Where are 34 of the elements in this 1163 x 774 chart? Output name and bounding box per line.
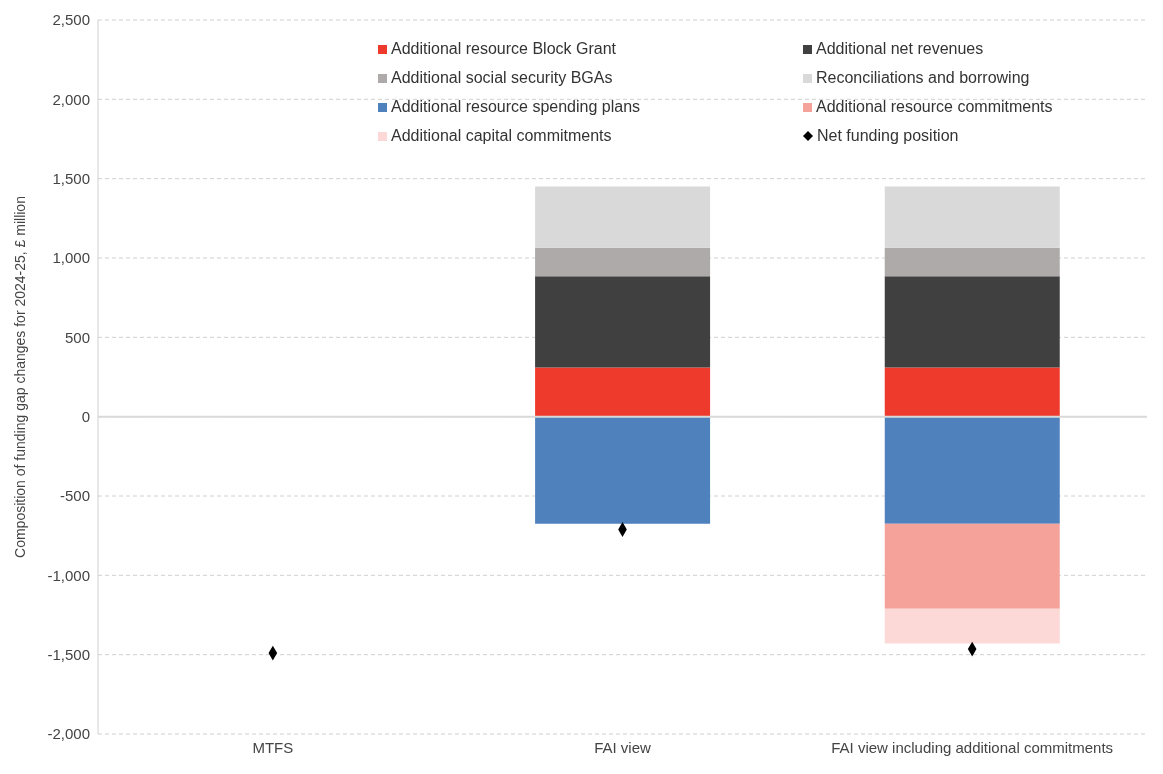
bar — [884, 186, 1060, 248]
legend-label: Additional capital commitments — [390, 127, 613, 145]
y-tick-label: 500 — [64, 328, 90, 346]
bar — [884, 247, 1060, 277]
y-tick-label: -1,500 — [47, 645, 90, 663]
x-tick-label: FAI view — [594, 738, 652, 756]
bar — [884, 276, 1060, 368]
legend-label: Additional resource commitments — [815, 98, 1054, 116]
y-tick-label: -1,000 — [47, 566, 90, 584]
legend-label: Net funding position — [816, 127, 960, 145]
x-tick-label: MTFS — [252, 738, 294, 756]
y-tick-label: -500 — [59, 487, 90, 505]
legend-label: Additional resource Block Grant — [390, 40, 617, 58]
y-tick-label: 0 — [81, 407, 90, 425]
bar — [535, 276, 711, 368]
y-tick-label: -2,000 — [47, 725, 90, 743]
y-tick-label: 2,500 — [52, 11, 90, 29]
bar — [535, 416, 711, 524]
bar — [884, 608, 1060, 644]
y-axis-title: Composition of funding gap changes for 2024-25, £ million — [11, 196, 28, 558]
legend-label: Reconciliations and borrowing — [815, 69, 1031, 87]
y-tick-label: 2,000 — [52, 90, 90, 108]
bar — [884, 416, 1060, 524]
bar — [884, 367, 1060, 417]
legend-label: Additional net revenues — [815, 40, 985, 58]
bar — [535, 247, 711, 277]
x-tick-label: FAI view including additional commitments — [831, 738, 1114, 756]
legend-label: Additional social security BGAs — [390, 69, 614, 87]
bar — [535, 367, 711, 417]
bar — [884, 523, 1060, 609]
legend-label: Additional resource spending plans — [390, 98, 642, 116]
y-tick-label: 1,000 — [52, 249, 90, 267]
bar — [535, 186, 711, 248]
y-tick-label: 1,500 — [52, 169, 90, 187]
